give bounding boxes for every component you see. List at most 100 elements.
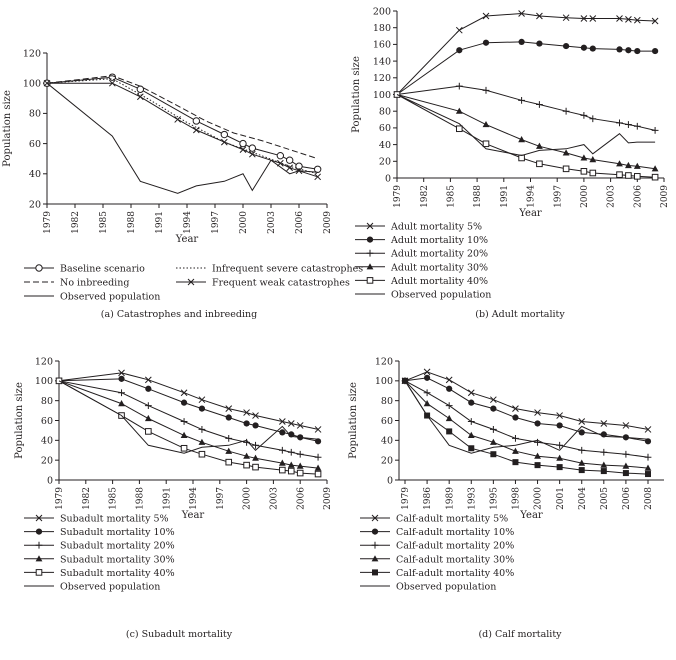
marker-dot <box>634 47 641 55</box>
series-line <box>58 372 319 430</box>
marker-cross <box>423 368 431 376</box>
legend-label: Calf-adult mortality 20% <box>396 541 514 552</box>
series-line <box>396 12 656 95</box>
x-tick-label: 1991 <box>162 487 172 510</box>
x-tick-label: 1979 <box>55 487 65 510</box>
legend-label: Frequent weak catastrophes <box>212 278 350 289</box>
marker-plus <box>423 389 431 397</box>
series-subadult-mortality-30- <box>55 377 322 471</box>
marker-square <box>625 172 632 179</box>
marker-triangle <box>580 154 588 161</box>
series-observed-population <box>58 380 319 454</box>
marker-plus <box>622 450 630 458</box>
x-tick-label: 1994 <box>527 185 537 208</box>
y-tick-label: 180 <box>373 23 391 34</box>
marker-cross <box>490 396 497 404</box>
series-line <box>58 380 319 469</box>
marker-plus <box>144 402 152 410</box>
marker-triangle <box>243 452 250 459</box>
y-tick-label: 80 <box>379 107 391 118</box>
marker-cross <box>225 405 233 412</box>
y-tick-label: 40 <box>379 140 391 151</box>
y-tick-label: 60 <box>381 416 393 427</box>
marker-plus <box>562 107 570 115</box>
marker-circle <box>239 139 247 148</box>
x-tick-label: 1982 <box>82 487 92 510</box>
marker-dot <box>468 399 475 406</box>
marker-circle <box>248 144 257 152</box>
marker-cross <box>556 412 563 419</box>
marker-cross <box>174 116 182 123</box>
legend-label: Observed population <box>60 292 160 303</box>
marker-cross <box>616 15 623 22</box>
marker-dot <box>252 422 259 429</box>
marker-plus <box>198 426 206 433</box>
marker-dot <box>314 438 322 445</box>
legend-label: Adult mortality 40% <box>390 276 488 287</box>
marker-cross <box>144 376 152 384</box>
marker-plus <box>589 115 597 123</box>
marker-square <box>366 277 374 284</box>
x-tick-label: 1994 <box>183 211 193 234</box>
legend-label: Observed population <box>391 290 491 301</box>
x-tick-label: 1982 <box>71 211 81 234</box>
marker-square <box>482 140 490 148</box>
marker-triangle <box>252 454 259 461</box>
x-tick-label: 1988 <box>136 487 146 510</box>
series-line <box>404 380 649 458</box>
y-tick-label: 160 <box>373 40 391 51</box>
marker-dot <box>616 46 623 53</box>
marker-cross <box>252 412 259 419</box>
marker-dot <box>456 47 463 54</box>
marker-triangle <box>198 438 206 445</box>
marker-square <box>580 168 588 175</box>
x-tick-label: 2003 <box>607 185 617 208</box>
marker-triangle <box>534 452 541 459</box>
y-tick-label: 0 <box>385 173 391 184</box>
legend-label: Infrequent severe catastrophes <box>212 264 363 275</box>
x-axis-title: Year <box>519 510 543 521</box>
x-tick-label: 2003 <box>267 211 277 234</box>
marker-plus <box>482 86 490 94</box>
marker-cross <box>243 409 250 416</box>
x-tick-label: 2006 <box>622 487 632 510</box>
x-tick-label: 1997 <box>553 185 563 208</box>
x-tick-label: 1988 <box>127 211 137 234</box>
x-tick-label: 1985 <box>447 185 457 208</box>
marker-plus <box>180 418 188 425</box>
x-tick-label: 2006 <box>296 487 306 510</box>
series-line <box>46 75 318 160</box>
x-tick-label: 1993 <box>467 487 477 510</box>
y-tick-label: 0 <box>47 475 53 486</box>
marker-plus <box>278 446 286 454</box>
series-adult-mortality-5- <box>393 10 659 98</box>
marker-cross <box>136 93 144 101</box>
y-axis-title: Population size <box>2 90 13 167</box>
marker-dot <box>279 429 286 436</box>
marker-circle <box>136 85 145 93</box>
y-tick-label: 20 <box>41 455 53 466</box>
y-tick-label: 20 <box>29 199 41 210</box>
marker-square <box>314 470 322 478</box>
marker-plus <box>600 448 608 456</box>
marker-triangle <box>366 263 374 270</box>
series-line <box>396 41 656 95</box>
legend-label: Calf-adult mortality 30% <box>396 554 514 565</box>
marker-plus <box>518 96 525 104</box>
marker-dot <box>518 38 525 45</box>
x-tick-label: 1982 <box>420 185 430 208</box>
marker-triangle <box>278 459 286 466</box>
marker-triangle <box>589 156 597 163</box>
y-tick-label: 120 <box>35 356 53 367</box>
marker-dot <box>288 431 295 438</box>
marker-plus <box>314 453 322 461</box>
y-tick-label: 140 <box>373 56 391 67</box>
marker-circle <box>295 162 303 170</box>
marker-cross <box>314 426 322 433</box>
marker-cross <box>482 12 490 20</box>
marker-dot <box>225 414 232 421</box>
series-infrequent-severe-catastrophes <box>46 78 318 175</box>
legend-label: Subadult mortality 5% <box>60 514 169 525</box>
x-axis-title: Year <box>518 208 542 219</box>
legend-label: Observed population <box>396 582 496 593</box>
